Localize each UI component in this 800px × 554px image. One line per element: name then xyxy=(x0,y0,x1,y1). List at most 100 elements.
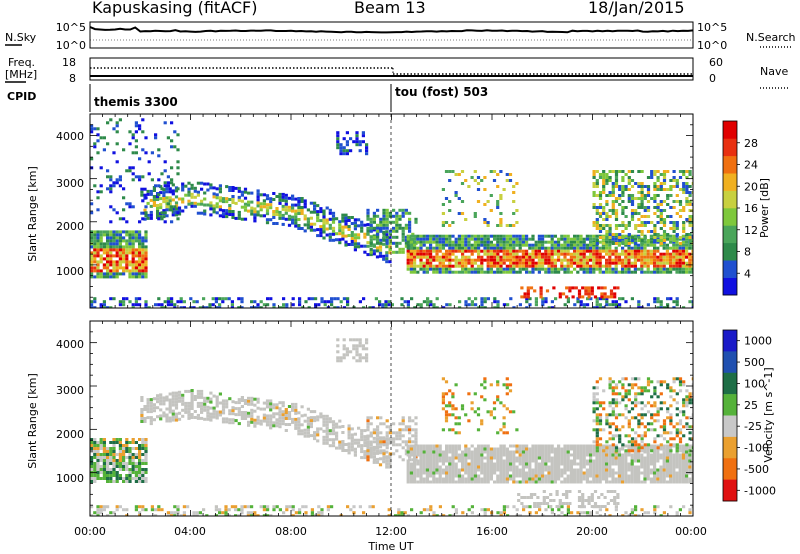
power-cell xyxy=(659,236,663,239)
velocity-cell xyxy=(99,468,103,471)
power-cell xyxy=(388,220,392,224)
power-cell xyxy=(398,241,402,245)
power-cell xyxy=(630,203,635,206)
velocity-cell xyxy=(404,425,408,429)
power-cell xyxy=(106,236,110,240)
velocity-cell xyxy=(470,471,474,475)
power-cell xyxy=(339,149,343,153)
power-cell xyxy=(525,300,529,304)
velocity-cell xyxy=(138,456,142,459)
velocity-cell xyxy=(416,462,420,466)
power-cell xyxy=(653,264,657,268)
power-cell xyxy=(336,137,340,141)
power-cell xyxy=(212,192,216,196)
velocity-cell xyxy=(499,471,503,475)
velocity-cell xyxy=(579,450,583,454)
power-cell xyxy=(122,303,126,307)
power-cell xyxy=(662,239,667,242)
velocity-cell xyxy=(366,422,370,426)
power-cell xyxy=(193,195,197,199)
power-cell xyxy=(675,300,679,304)
velocity-cell xyxy=(174,418,179,422)
velocity-cell xyxy=(221,408,226,412)
power-cell xyxy=(203,209,207,213)
power-cell xyxy=(614,306,618,308)
power-cell xyxy=(278,198,282,202)
power-cell xyxy=(454,264,458,268)
velocity-cell xyxy=(313,437,317,441)
velocity-cell xyxy=(419,453,423,457)
power-cell xyxy=(605,215,609,218)
power-cell xyxy=(134,251,138,255)
power-cell xyxy=(131,151,135,155)
power-cell xyxy=(441,267,445,271)
power-cell xyxy=(611,249,615,253)
power-cell xyxy=(294,215,298,219)
power-cell xyxy=(608,249,612,253)
power-cell xyxy=(422,249,426,253)
power-cell xyxy=(441,240,445,244)
velocity-cell xyxy=(521,477,525,481)
power-cell xyxy=(521,252,525,256)
power-cell xyxy=(237,210,241,214)
velocity-cell xyxy=(338,425,342,429)
power-cell xyxy=(171,198,175,202)
velocity-cell xyxy=(470,468,474,472)
velocity-cell xyxy=(353,441,357,445)
power-cell xyxy=(579,237,583,241)
velocity-cell xyxy=(425,453,429,457)
velocity-cell xyxy=(534,471,538,475)
power-cell xyxy=(573,234,577,238)
power-cell xyxy=(143,187,147,191)
power-cell xyxy=(259,193,263,197)
power-cell xyxy=(330,303,334,307)
velocity-cell xyxy=(122,480,126,483)
nsky-label: N.Sky xyxy=(5,31,37,44)
velocity-cell xyxy=(643,450,647,454)
velocity-cell xyxy=(395,431,399,435)
velocity-cell xyxy=(445,468,449,472)
velocity-cell xyxy=(633,465,637,469)
velocity-cell xyxy=(347,427,351,431)
velocity-cell xyxy=(589,468,593,472)
velocity-cell xyxy=(573,447,577,451)
power-cell xyxy=(662,209,667,212)
power-cell xyxy=(477,258,481,262)
power-cell xyxy=(408,211,412,215)
power-cell xyxy=(416,249,420,253)
power-cell xyxy=(445,264,449,268)
velocity-cell xyxy=(496,480,500,484)
power-cell xyxy=(526,289,530,293)
power-cell xyxy=(457,197,461,200)
velocity-cell xyxy=(640,462,644,466)
power-cell xyxy=(96,251,100,255)
power-cell xyxy=(678,170,683,173)
velocity-cell xyxy=(480,480,484,484)
power-cell xyxy=(525,264,529,268)
velocity-cell xyxy=(134,480,138,483)
power-cell xyxy=(681,261,685,265)
power-cell xyxy=(414,220,418,224)
power-cell xyxy=(470,176,474,179)
power-cell xyxy=(109,175,113,179)
power-cell xyxy=(565,286,569,290)
velocity-cell xyxy=(284,417,288,420)
velocity-cell xyxy=(563,447,567,451)
velocity-cell xyxy=(563,456,567,460)
power-cell xyxy=(395,226,399,230)
power-cell xyxy=(627,221,631,224)
power-cell xyxy=(388,211,392,215)
power-cell xyxy=(166,202,170,206)
power-cell xyxy=(319,225,323,229)
power-cell xyxy=(115,233,119,237)
power-cell xyxy=(505,255,509,259)
power-cell xyxy=(598,215,603,218)
power-cell xyxy=(228,204,232,207)
velocity-cell xyxy=(547,447,551,451)
power-cell xyxy=(627,252,631,256)
velocity-cell xyxy=(582,471,586,475)
power-cell xyxy=(493,243,497,247)
power-cell xyxy=(585,237,589,241)
velocity-cell xyxy=(579,459,583,463)
power-cell xyxy=(406,234,410,238)
